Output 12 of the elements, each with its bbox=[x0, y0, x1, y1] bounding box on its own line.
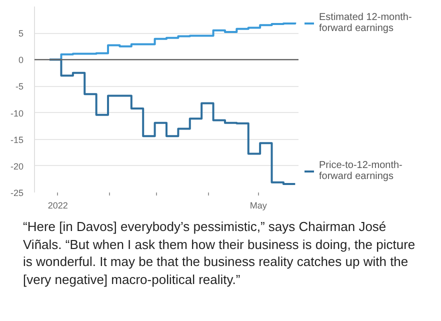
y-tick-label: -25 bbox=[10, 188, 24, 198]
x-tick-label: May bbox=[250, 200, 268, 210]
y-tick-label: -20 bbox=[10, 161, 24, 172]
y-tick-label: 0 bbox=[18, 55, 24, 66]
y-tick-label: -5 bbox=[16, 82, 24, 92]
y-tick-label: -15 bbox=[10, 134, 24, 145]
legend-label: Price-to-12-month-forward earnings bbox=[319, 160, 402, 182]
text: “Here [in Davos] everybody’s pessimistic,” says Chairman José Viñals. “But when I ask them how their business is doing, the picture is wonderful. It may be that the business reality catches up with the [very negative] macro-political reality.” bbox=[23, 218, 416, 288]
x-tick-label: 2022 bbox=[48, 200, 68, 210]
y-tick-label: 5 bbox=[18, 28, 24, 39]
legend-label: Estimated 12-month-forward earnings bbox=[319, 12, 412, 34]
y-tick-label: -10 bbox=[10, 108, 24, 118]
